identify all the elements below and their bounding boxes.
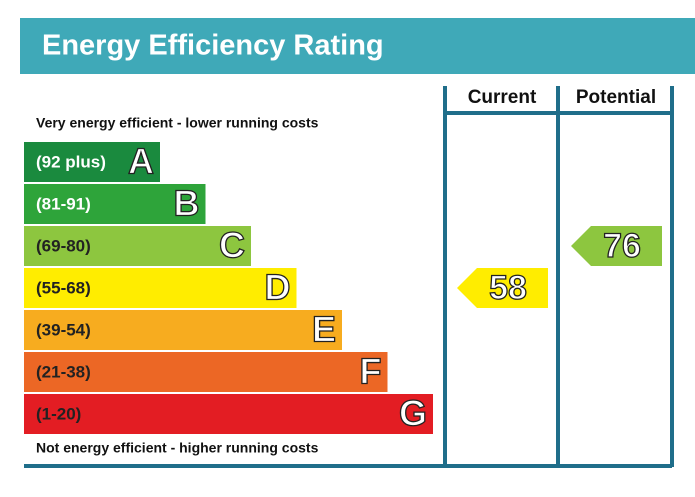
band	[24, 268, 297, 308]
band	[24, 184, 206, 224]
band-letter: G	[399, 393, 427, 434]
band	[24, 226, 251, 266]
band-range: (55-68)	[36, 278, 91, 297]
band-range: (69-80)	[36, 236, 91, 255]
bottom-note: Not energy efficient - higher running co…	[36, 440, 319, 456]
rating-arrow	[571, 226, 662, 266]
rating-value: 76	[603, 227, 641, 265]
band-letter: A	[128, 141, 154, 182]
band-range: (21-38)	[36, 362, 91, 381]
rating-value: 58	[489, 269, 527, 307]
header-bar	[20, 18, 695, 74]
band-range: (81-91)	[36, 194, 91, 213]
frame	[24, 86, 674, 468]
title: Energy Efficiency Rating	[42, 30, 384, 62]
band-letter: C	[219, 225, 245, 266]
column-header: Potential	[576, 87, 656, 108]
band-letter: F	[360, 351, 382, 392]
band-letter: D	[265, 267, 291, 308]
rating-arrow	[457, 268, 548, 308]
column-header: Current	[468, 87, 537, 108]
band	[24, 394, 433, 434]
top-note: Very energy efficient - lower running co…	[36, 115, 319, 131]
band-range: (39-54)	[36, 320, 91, 339]
band-letter: E	[312, 309, 336, 350]
band	[24, 310, 342, 350]
band-range: (1-20)	[36, 404, 81, 423]
band-range: (92 plus)	[36, 152, 106, 171]
band-letter: B	[174, 183, 200, 224]
band	[24, 142, 160, 182]
band	[24, 352, 388, 392]
